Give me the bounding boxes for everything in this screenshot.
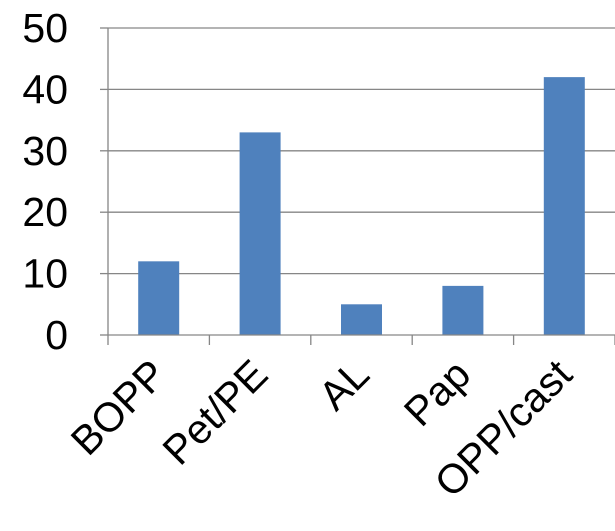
axes (100, 27, 615, 345)
y-tick-label: 50 (22, 5, 68, 51)
x-tick-label: BOPP (62, 351, 175, 464)
y-tick-label: 0 (45, 312, 68, 358)
bar-pap (442, 285, 484, 335)
bar-opp-cast (543, 77, 585, 336)
gridlines (108, 27, 615, 275)
x-tick-label: Pap (395, 351, 479, 435)
x-tick-label: AL (310, 351, 378, 419)
bars (138, 77, 585, 336)
bar-pet-pe (239, 132, 281, 335)
x-tick-label: Pet/PE (154, 351, 277, 474)
y-tick-label: 10 (22, 251, 68, 297)
y-tick-label: 20 (22, 189, 68, 235)
y-tick-label: 40 (22, 66, 68, 112)
y-tick-label: 30 (22, 128, 68, 174)
y-tick-labels: 0 10 20 30 40 50 (22, 5, 68, 358)
bar-bopp (138, 261, 180, 335)
bar-al (341, 304, 382, 335)
